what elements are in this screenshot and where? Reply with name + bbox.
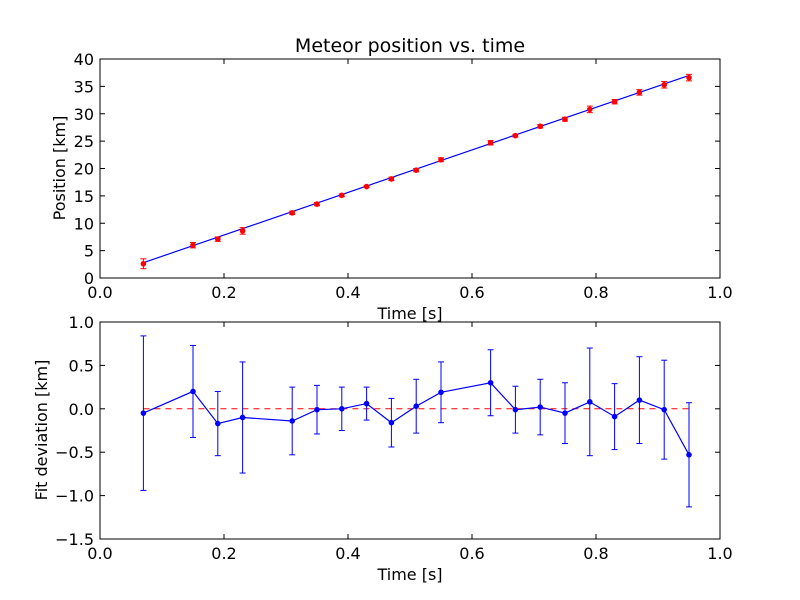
data-point bbox=[363, 400, 370, 407]
data-point bbox=[611, 98, 618, 105]
x-tick-label: 0.2 bbox=[211, 283, 236, 302]
x-tick-label: 0.6 bbox=[459, 544, 484, 563]
x-tick-label: 0.4 bbox=[335, 283, 360, 302]
data-point bbox=[512, 132, 519, 139]
x-ticks: 0.0 0.2 0.4 0.6 0.8 1.0 bbox=[87, 322, 733, 563]
data-point bbox=[413, 167, 420, 173]
series-line bbox=[143, 382, 690, 456]
y-ticks: −1.5 −1.0 −0.5 0.0 0.5 1.0 bbox=[55, 313, 720, 549]
y-tick-label: 40 bbox=[74, 50, 94, 69]
x-tick-label: 0.8 bbox=[583, 283, 608, 302]
data-point bbox=[487, 379, 494, 386]
data-point bbox=[413, 403, 420, 409]
data-point bbox=[289, 418, 296, 424]
data-point bbox=[686, 452, 692, 458]
data-point bbox=[239, 414, 246, 421]
y-axis-label: Position [km] bbox=[50, 116, 69, 221]
data-point bbox=[289, 210, 296, 216]
x-axis-label: Time [s] bbox=[376, 565, 442, 584]
data-point bbox=[636, 89, 643, 96]
y-tick-label: 10 bbox=[74, 214, 94, 233]
y-tick-label: 25 bbox=[74, 132, 94, 151]
data-point bbox=[587, 399, 593, 405]
y-tick-label: 1.0 bbox=[69, 313, 94, 332]
data-point bbox=[215, 420, 221, 427]
x-tick-label: 0.0 bbox=[87, 283, 112, 302]
x-tick-label: 1.0 bbox=[707, 544, 732, 563]
y-tick-label: 0 bbox=[84, 269, 94, 288]
y-tick-label: 15 bbox=[74, 187, 94, 206]
data-point bbox=[661, 406, 668, 413]
y-tick-label: 20 bbox=[74, 160, 94, 179]
data-point bbox=[190, 388, 196, 395]
x-axis-label: Time [s] bbox=[376, 304, 442, 323]
x-tick-label: 0.0 bbox=[87, 544, 112, 563]
data-point bbox=[438, 156, 444, 163]
data-point bbox=[363, 183, 370, 190]
data-point bbox=[140, 260, 147, 267]
y-axis-label: Fit deviation [km] bbox=[32, 360, 51, 501]
data-point bbox=[537, 404, 544, 410]
data-point bbox=[314, 201, 320, 207]
data-point bbox=[636, 397, 643, 403]
x-tick-label: 0.2 bbox=[211, 544, 236, 563]
x-tick-label: 1.0 bbox=[707, 283, 732, 302]
data-point bbox=[339, 192, 345, 199]
data-point bbox=[339, 406, 345, 412]
y-tick-label: 5 bbox=[84, 242, 94, 261]
data-point bbox=[487, 139, 494, 146]
plot-frame bbox=[99, 321, 721, 540]
y-tick-label: −0.5 bbox=[55, 443, 94, 462]
data-point bbox=[215, 236, 221, 242]
data-point bbox=[239, 228, 246, 234]
data-point bbox=[438, 389, 444, 396]
x-ticks: 0.0 0.2 0.4 0.6 0.8 1.0 bbox=[87, 59, 733, 302]
data-point bbox=[388, 176, 395, 182]
data-point bbox=[562, 116, 568, 123]
data-point bbox=[611, 413, 618, 420]
y-tick-label: 30 bbox=[74, 105, 94, 124]
data-point bbox=[587, 106, 593, 113]
plot-area bbox=[140, 335, 692, 508]
data-point bbox=[562, 410, 568, 416]
x-tick-label: 0.6 bbox=[459, 283, 484, 302]
x-tick-label: 0.8 bbox=[583, 544, 608, 563]
y-ticks: 0 5 10 15 20 25 30 35 40 bbox=[74, 50, 720, 288]
deviation-chart: 0.0 0.2 0.4 0.6 0.8 1.0 −1.5 −1.0 −0.5 0.0 0.5 1.0… bbox=[32, 313, 733, 584]
data-point bbox=[388, 419, 395, 426]
data-point bbox=[686, 74, 692, 81]
y-tick-label: 35 bbox=[74, 77, 94, 96]
y-tick-label: −1.0 bbox=[55, 487, 94, 506]
x-tick-label: 0.4 bbox=[335, 544, 360, 563]
data-point bbox=[512, 406, 519, 413]
y-tick-label: −1.5 bbox=[55, 530, 94, 549]
position-chart: Meteor position vs. time 0.0 0.2 0.4 0.6 0.8… bbox=[50, 35, 733, 323]
plot-area bbox=[140, 73, 692, 270]
data-point bbox=[140, 410, 147, 416]
data-point bbox=[537, 123, 544, 130]
y-tick-label: 0.0 bbox=[69, 400, 94, 419]
data-point bbox=[314, 406, 320, 413]
data-point bbox=[190, 242, 196, 248]
y-tick-label: 0.5 bbox=[69, 356, 94, 375]
data-point bbox=[661, 81, 668, 88]
chart-title: Meteor position vs. time bbox=[295, 35, 525, 57]
